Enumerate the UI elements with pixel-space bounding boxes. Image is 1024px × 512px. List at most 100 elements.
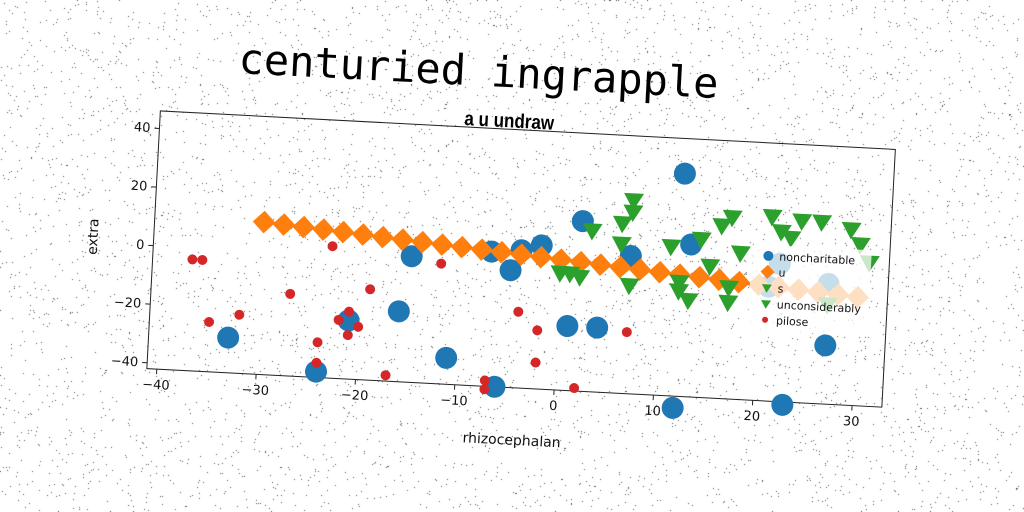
legend-item-unconsiderably: unconsiderably	[754, 295, 861, 317]
x-tick-label: −30	[241, 383, 269, 399]
x-tick-label: 30	[843, 414, 860, 430]
legend-item-s: s	[755, 279, 862, 301]
x-tick-label: −10	[440, 393, 468, 409]
data-point-s	[719, 280, 740, 298]
data-point-s	[570, 269, 591, 287]
data-point-u	[292, 215, 315, 239]
data-point-noncharitable	[217, 326, 240, 349]
data-point-s	[582, 222, 603, 241]
y-tick-label: 40	[134, 120, 151, 136]
data-point-s	[730, 245, 751, 263]
data-point-noncharitable	[673, 162, 696, 185]
data-point-pilose	[532, 325, 543, 336]
legend-label: pilose	[775, 313, 809, 329]
ticks-layer: −40 −30 −20 −10 0 10 20 30 40 20 0 −20 −40	[110, 120, 860, 430]
legend-marker-icon	[757, 248, 780, 263]
data-point-u	[589, 253, 612, 276]
y-tick-label: 20	[130, 179, 147, 195]
data-point-pilose	[187, 254, 198, 265]
data-point-pilose	[285, 288, 296, 299]
data-point-noncharitable	[661, 396, 684, 419]
legend-item-noncharitable: noncharitable	[757, 247, 864, 269]
data-point-pilose	[365, 284, 376, 295]
data-point-s	[611, 236, 632, 254]
data-point-u	[628, 258, 652, 281]
data-point-pilose	[530, 357, 541, 368]
data-point-pilose	[380, 370, 391, 381]
data-point-s	[781, 230, 802, 248]
data-point-pilose	[344, 306, 355, 317]
data-point-noncharitable	[499, 259, 522, 282]
legend-marker-shape	[763, 250, 774, 261]
data-point-u	[391, 228, 414, 251]
x-tick-label: −40	[142, 377, 170, 393]
data-point-u	[549, 248, 573, 271]
data-point-noncharitable	[435, 346, 458, 369]
data-point-u	[450, 235, 474, 259]
data-point-pilose	[569, 383, 580, 394]
series-s	[550, 192, 880, 315]
data-point-s	[718, 294, 739, 313]
data-point-noncharitable	[556, 315, 579, 338]
data-point-noncharitable	[400, 245, 423, 268]
data-point-pilose	[513, 306, 524, 317]
data-point-s	[850, 237, 871, 255]
data-point-s	[771, 224, 792, 242]
data-point-pilose	[197, 254, 208, 265]
data-point-pilose	[327, 241, 338, 252]
data-point-u	[272, 213, 296, 236]
data-point-u	[411, 230, 434, 254]
data-point-s	[762, 208, 783, 227]
data-point-u	[490, 240, 513, 264]
data-point-pilose	[312, 337, 323, 348]
legend-marker-icon	[755, 296, 778, 311]
plot-frame	[146, 110, 896, 408]
data-point-pilose	[342, 330, 353, 341]
legend-label: s	[777, 281, 784, 296]
legend-label: u	[778, 265, 786, 280]
data-point-noncharitable	[814, 334, 837, 357]
data-point-u	[252, 210, 276, 234]
data-point-u	[510, 243, 533, 266]
y-tick-label: −40	[110, 354, 138, 370]
data-point-s	[792, 213, 813, 231]
y-tick-label: −20	[113, 295, 141, 311]
series-pilose	[187, 241, 632, 395]
data-point-pilose	[436, 258, 447, 269]
data-point-u	[648, 260, 672, 284]
data-point-noncharitable	[586, 316, 609, 339]
data-point-u	[529, 245, 553, 269]
x-tick-label: 20	[743, 409, 760, 425]
data-point-s	[624, 192, 645, 211]
legend-marker-shape	[762, 316, 769, 323]
data-point-s	[691, 231, 712, 250]
legend: noncharitable u s unconsiderably pilose	[747, 244, 872, 337]
data-point-pilose	[333, 314, 344, 325]
data-point-pilose	[353, 321, 364, 332]
data-point-s	[623, 204, 644, 223]
data-point-s	[722, 209, 743, 228]
data-point-pilose	[311, 357, 322, 368]
x-tick-label: 10	[644, 404, 661, 420]
data-point-pilose	[204, 316, 215, 327]
y-axis-label: extra	[85, 218, 103, 255]
legend-item-pilose: pilose	[754, 311, 861, 333]
data-point-pilose	[479, 384, 490, 395]
legend-marker-shape	[761, 300, 772, 309]
data-point-s	[661, 238, 682, 257]
legend-item-u: u	[756, 263, 863, 285]
legend-marker-shape	[761, 284, 772, 293]
data-point-u	[312, 218, 335, 241]
data-point-s	[712, 218, 733, 236]
data-point-s	[612, 215, 633, 234]
y-tick-label: 0	[136, 238, 145, 253]
data-point-s	[700, 258, 721, 276]
data-point-s	[812, 214, 833, 232]
x-tick-label: −20	[340, 388, 368, 404]
data-point-s	[619, 277, 640, 296]
data-point-pilose	[234, 309, 245, 320]
data-point-u	[371, 225, 395, 249]
legend-marker-icon	[756, 264, 779, 279]
x-tick-label: 0	[549, 399, 558, 414]
data-point-s	[841, 221, 862, 240]
